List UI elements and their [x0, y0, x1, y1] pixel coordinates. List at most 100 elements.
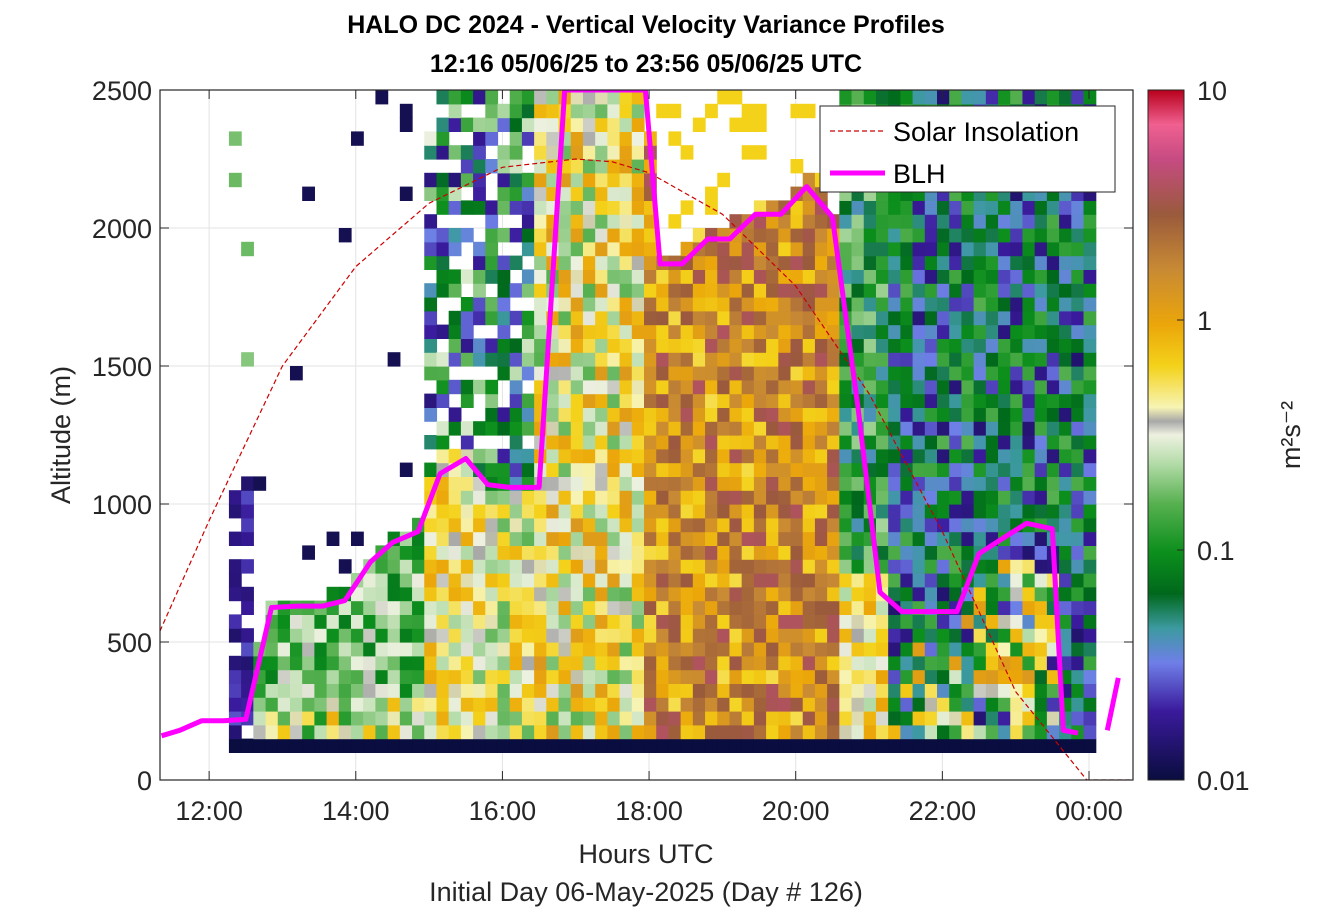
heatmap-cell: [839, 531, 853, 546]
heatmap-cell: [436, 573, 450, 588]
heatmap-cell: [375, 90, 389, 105]
heatmap-cell: [485, 379, 499, 395]
heatmap-cell: [509, 407, 523, 422]
heatmap-cell: [949, 435, 963, 450]
heatmap-cell: [802, 669, 816, 684]
heatmap-cell: [363, 724, 377, 740]
heatmap-cell: [631, 310, 645, 326]
heatmap-cell: [387, 642, 401, 657]
heatmap-cell: [631, 352, 645, 367]
heatmap-cell: [973, 655, 987, 671]
heatmap-cell: [595, 435, 608, 450]
heatmap-cell: [228, 683, 242, 698]
heatmap-cell: [644, 738, 657, 753]
heatmap-cell: [448, 407, 462, 422]
heatmap-cell: [912, 517, 926, 533]
heatmap-cell: [546, 366, 560, 381]
heatmap-cell: [473, 504, 486, 519]
heatmap-cell: [851, 490, 865, 505]
heatmap-cell: [644, 614, 657, 629]
heatmap-cell: [778, 283, 792, 298]
heatmap-cell: [1010, 283, 1024, 298]
heatmap-cell: [998, 628, 1011, 643]
line-series: [160, 90, 1133, 780]
heatmap-cell: [827, 393, 840, 408]
heatmap-cell: [766, 462, 779, 477]
heatmap-cell: [607, 352, 621, 367]
heatmap-cell: [473, 642, 486, 657]
heatmap-cell: [888, 614, 901, 629]
heatmap-cell: [985, 324, 999, 339]
heatmap-cell: [888, 504, 901, 519]
heatmap-cell: [424, 545, 438, 560]
heatmap-cell: [619, 669, 633, 684]
heatmap-cell: [778, 448, 792, 464]
heatmap-cell: [1059, 310, 1072, 326]
heatmap-cell: [424, 586, 438, 602]
heatmap-cell: [875, 683, 889, 698]
heatmap-cell: [692, 697, 706, 712]
heatmap-cell: [729, 600, 743, 615]
heatmap-cell: [351, 600, 364, 615]
heatmap-cell: [790, 310, 804, 326]
heatmap-cell: [619, 393, 633, 408]
heatmap-cell: [998, 393, 1011, 408]
heatmap-cell: [705, 241, 718, 257]
heatmap-cell: [558, 669, 572, 684]
heatmap-cell: [656, 697, 670, 712]
heatmap-cell: [631, 586, 645, 602]
heatmap-cell: [363, 614, 377, 629]
heatmap-cell: [973, 531, 987, 546]
heatmap-cell: [741, 669, 755, 684]
heatmap-cell: [766, 490, 779, 505]
heatmap-cell: [888, 269, 901, 284]
heatmap-cell: [509, 172, 523, 188]
heatmap-cell: [802, 448, 816, 464]
heatmap-cell: [705, 738, 718, 753]
heatmap-cell: [998, 462, 1011, 477]
heatmap-cell: [717, 531, 731, 546]
heatmap-cell: [912, 614, 926, 629]
heatmap-cell: [1034, 90, 1048, 105]
heatmap-cell: [1046, 241, 1060, 257]
heatmap-cell: [766, 642, 779, 657]
heatmap-cell: [741, 117, 755, 132]
heatmap-cell: [436, 255, 450, 270]
heatmap-cell: [668, 669, 682, 684]
heatmap-cell: [839, 435, 853, 450]
heatmap-cell: [1083, 283, 1097, 298]
heatmap-cell: [888, 738, 901, 753]
heatmap-cell: [692, 504, 706, 519]
heatmap-cell: [656, 435, 670, 450]
heatmap-cell: [802, 655, 816, 671]
heatmap-cell: [338, 711, 352, 726]
heatmap-cell: [631, 131, 645, 146]
heatmap-cell: [1034, 255, 1048, 270]
heatmap-cell: [753, 200, 767, 215]
heatmap-cell: [448, 310, 462, 326]
heatmap-cell: [473, 559, 486, 574]
heatmap-cell: [424, 228, 438, 243]
heatmap-cell: [741, 393, 755, 408]
heatmap-cell: [851, 214, 865, 229]
heatmap-cell: [326, 697, 340, 712]
heatmap-cell: [729, 435, 743, 450]
heatmap-cell: [448, 738, 462, 753]
heatmap-cell: [1071, 297, 1085, 312]
heatmap-cell: [460, 573, 474, 588]
x-tick-label: 22:00: [909, 796, 977, 826]
heatmap-cell: [619, 324, 633, 339]
heatmap-cell: [485, 421, 499, 436]
heatmap-cell: [753, 297, 767, 312]
heatmap-cell: [851, 324, 865, 339]
heatmap-cell: [375, 600, 389, 615]
heatmap-cell: [619, 103, 633, 119]
heatmap-cell: [521, 393, 535, 408]
heatmap-cell: [839, 655, 853, 671]
heatmap-cell: [619, 186, 633, 201]
heatmap-cell: [1059, 600, 1072, 615]
heatmap-cell: [863, 241, 877, 257]
heatmap-cell: [558, 683, 572, 698]
heatmap-cell: [949, 269, 963, 284]
